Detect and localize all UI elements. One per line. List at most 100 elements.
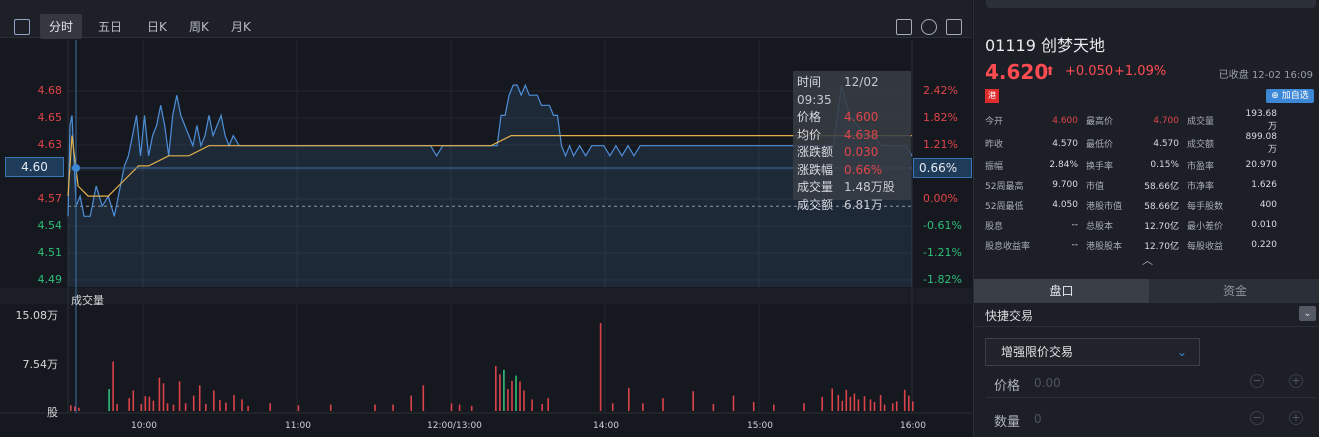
- volume-bar: [891, 403, 894, 411]
- quote-key: 每股收益: [1187, 241, 1224, 252]
- tooltip-value: 1.48万股: [844, 180, 895, 194]
- time-tick-label: 12:00/13:00: [427, 421, 482, 431]
- volume-bar: [198, 385, 201, 411]
- up-arrow-icon: ⬆: [1045, 64, 1056, 78]
- tab-0[interactable]: 分时: [40, 14, 83, 39]
- quote-key: 港股市值: [1086, 201, 1123, 212]
- volume-bar: [247, 405, 249, 411]
- search-box[interactable]: [986, 0, 1316, 8]
- volume-bar: [511, 380, 513, 411]
- volume-bar: [269, 403, 271, 411]
- volume-bar: [178, 381, 181, 411]
- crosshair-pct: 0.66%: [913, 158, 972, 178]
- volume-bar: [219, 400, 221, 411]
- collapse-chevron-icon[interactable]: ︿: [1142, 254, 1153, 267]
- quote-key: 最高价: [1086, 117, 1114, 127]
- volume-bar: [241, 399, 243, 411]
- order-type-select[interactable]: 增强限价交易 ⌄: [985, 338, 1200, 366]
- qty-input[interactable]: 0: [1034, 412, 1042, 426]
- quote-value: 899.08万: [1245, 132, 1278, 155]
- plus-icon[interactable]: +: [1289, 411, 1303, 425]
- tab-capital[interactable]: 资金: [1222, 284, 1247, 298]
- volume-bar: [908, 395, 910, 411]
- volume-bar: [599, 322, 602, 411]
- tab-3[interactable]: 周K: [189, 20, 209, 34]
- quote-value: --: [1071, 220, 1079, 230]
- intraday-chart[interactable]: [0, 0, 972, 437]
- tooltip-key: 时间: [797, 75, 822, 89]
- pct-tick-label: -1.21%: [923, 246, 962, 259]
- closed-time: 12-02 16:09: [1251, 70, 1313, 81]
- tab-2[interactable]: 日K: [147, 20, 167, 34]
- tab-4[interactable]: 月K: [231, 20, 251, 34]
- volume-bar: [329, 404, 332, 411]
- minus-icon[interactable]: −: [1250, 411, 1264, 425]
- volume-bar: [297, 405, 300, 411]
- volume-bar: [205, 403, 207, 411]
- time-tick-label: 16:00: [900, 421, 926, 431]
- tab-orderbook[interactable]: 盘口: [974, 279, 1149, 303]
- pct-tick-label: -1.82%: [923, 273, 962, 286]
- volume-bar: [752, 402, 755, 411]
- volume-bar: [628, 387, 630, 411]
- quote-key: 股息: [985, 221, 1004, 232]
- price-change: +0.050: [1065, 64, 1114, 79]
- add-watchlist-button[interactable]: ⊕ 加自选: [1266, 89, 1314, 103]
- volume-bar: [78, 407, 80, 411]
- tooltip-key: 均价: [797, 127, 822, 142]
- volume-bar: [213, 390, 215, 411]
- quote-key: 最低价: [1086, 140, 1114, 150]
- volume-bar: [184, 403, 187, 411]
- quote-key: 52周最低: [985, 201, 1024, 212]
- refresh-icon[interactable]: [921, 19, 937, 35]
- time-tick-label: 11:00: [285, 421, 311, 431]
- tooltip-row: 涨跌额 0.030: [797, 144, 907, 162]
- tooltip-row: 成交量 1.48万股: [797, 179, 907, 197]
- grid-layout-icon[interactable]: [896, 19, 912, 35]
- quote-value: 58.66亿: [1144, 181, 1179, 192]
- volume-bar: [225, 402, 227, 411]
- last-price: 4.620: [985, 60, 1049, 84]
- tooltip-key: 成交额: [797, 197, 834, 212]
- price-input[interactable]: 0.00: [1034, 376, 1061, 390]
- volume-bar: [873, 402, 876, 411]
- crosshair-price: 4.60: [5, 157, 64, 177]
- pct-tick-label: 0.00%: [923, 192, 958, 205]
- volume-bar: [74, 406, 76, 411]
- plus-icon[interactable]: +: [1289, 374, 1303, 388]
- quote-value: 4.600: [1052, 115, 1078, 126]
- price-tick-label: 4.65: [37, 111, 63, 124]
- quote-value: 400: [1259, 200, 1277, 210]
- quote-row: 振幅 2.84% 换手率 0.15% 市盈率 20.970: [985, 155, 1285, 175]
- volume-bar: [450, 403, 453, 411]
- quote-value: 0.010: [1251, 220, 1277, 230]
- quote-row: 昨收 4.570 最低价 4.570 成交额 899.08万: [985, 132, 1285, 155]
- minus-icon[interactable]: −: [1250, 374, 1264, 388]
- quote-value: 20.970: [1245, 160, 1278, 170]
- stock-name: 创梦天地: [1041, 36, 1106, 55]
- quote-key: 市值: [1086, 181, 1105, 192]
- volume-bar: [773, 404, 775, 411]
- volume-bar: [515, 375, 517, 411]
- quote-value: 2.84%: [1049, 160, 1078, 170]
- tooltip-key: 涨跌幅: [797, 162, 834, 177]
- price-change-pct: +1.09%: [1114, 64, 1167, 79]
- quote-value: 58.66亿: [1144, 201, 1179, 212]
- volume-bar: [192, 395, 195, 411]
- avg-price-line: [67, 135, 912, 197]
- pct-tick-label: 1.82%: [923, 111, 958, 124]
- quote-value: 193.68万: [1245, 109, 1278, 132]
- volume-bar: [531, 399, 533, 411]
- price-label: 价格: [994, 379, 1021, 394]
- tab-1[interactable]: 五日: [98, 20, 123, 34]
- watch-label: 加自选: [1281, 91, 1309, 101]
- quote-table: 今开 4.600 最高价 4.700 成交量 193.68万 昨收 4.570 最低价 4.570…: [985, 109, 1285, 255]
- volume-bar: [410, 395, 412, 411]
- collapse-icon[interactable]: ⌄: [1299, 306, 1316, 321]
- panel-toggle-icon[interactable]: [946, 19, 962, 35]
- quote-key: 每手股数: [1187, 201, 1224, 212]
- tooltip-row: 均价 4.638: [797, 127, 907, 145]
- volume-bar: [172, 404, 175, 411]
- sidebar-toggle-icon[interactable]: [14, 19, 30, 35]
- pct-tick-label: -0.61%: [923, 219, 962, 232]
